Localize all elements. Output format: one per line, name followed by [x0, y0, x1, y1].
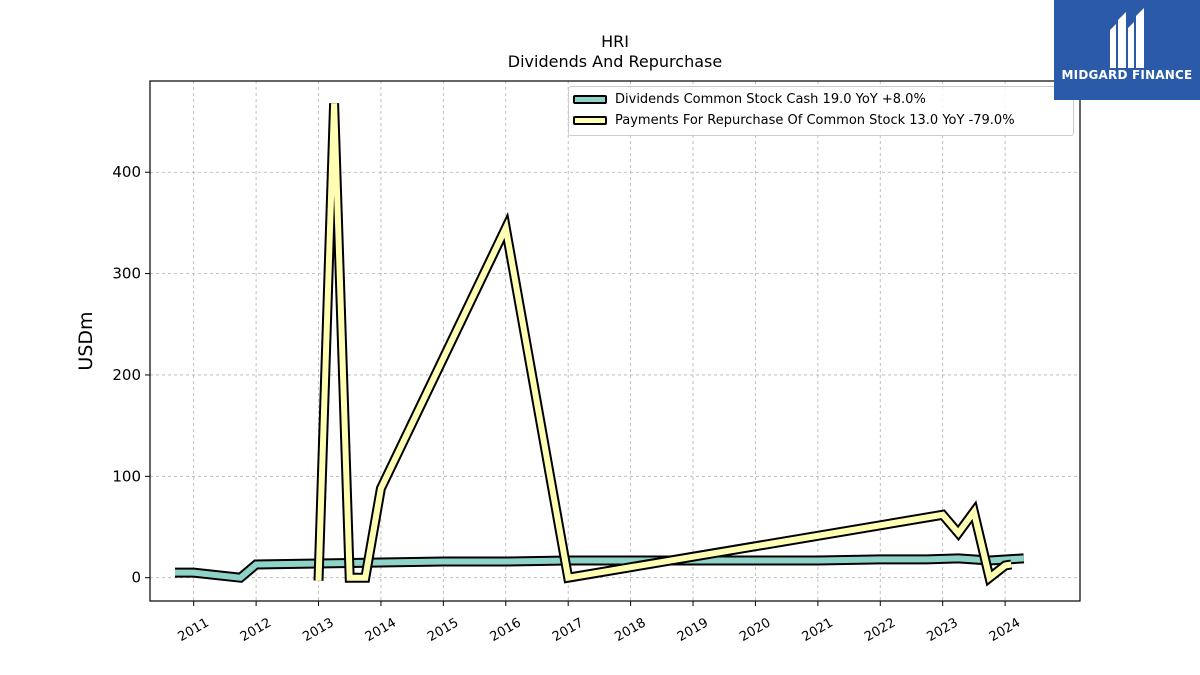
- legend-entry-dividends: Dividends Common Stock Cash 19.0 YoY +8.…: [573, 90, 926, 110]
- y-tick-label: 100: [112, 467, 141, 485]
- midgard-finance-logo: MIDGARD FINANCE: [1054, 0, 1200, 100]
- legend-swatch-dividends: [573, 95, 607, 104]
- series-lines: [175, 103, 1025, 587]
- legend-label-dividends: Dividends Common Stock Cash 19.0 YoY +8.…: [615, 92, 926, 107]
- legend-entry-repurchase: Payments For Repurchase Of Common Stock …: [573, 111, 1015, 131]
- legend-swatch-repurchase: [573, 116, 607, 125]
- midgard-logo-mark-icon: [1110, 8, 1144, 68]
- chart-legend: Dividends Common Stock Cash 19.0 YoY +8.…: [568, 86, 1074, 136]
- x-tick-label: 2022: [862, 615, 898, 645]
- legend-label-repurchase: Payments For Repurchase Of Common Stock …: [615, 113, 1015, 128]
- y-tick-label: 400: [112, 163, 141, 181]
- plot-area-frame: [149, 80, 1081, 602]
- x-tick-label: 2018: [612, 615, 648, 645]
- logo-text: MIDGARD FINANCE: [1061, 68, 1193, 82]
- x-tick-label: 2014: [363, 615, 399, 645]
- chart-title: HRI: [601, 32, 629, 51]
- x-tick-label: 2020: [737, 615, 773, 645]
- chart-subtitle: Dividends And Repurchase: [507, 52, 723, 71]
- series-fill-line: [175, 555, 1024, 581]
- x-tick-label: 2011: [176, 615, 212, 645]
- series-line-0: [175, 553, 1025, 583]
- series-fill-line: [315, 103, 1012, 583]
- y-tick-label: 200: [112, 366, 141, 384]
- x-tick-label: 2016: [488, 615, 524, 645]
- x-tick-label: 2021: [800, 615, 836, 645]
- x-tick-label: 2023: [925, 615, 961, 645]
- x-axis: 2011 2012 2013 2014 2015 2016 2017 2018 2019 2020…: [176, 601, 1023, 645]
- y-tick-label: 300: [112, 265, 141, 283]
- x-tick-label: 2019: [675, 615, 711, 645]
- x-tick-label: 2015: [425, 615, 461, 645]
- y-axis-label: USDm: [75, 311, 97, 370]
- x-tick-label: 2013: [300, 615, 336, 645]
- series-outline: [313, 103, 1013, 587]
- x-tick-label: 2012: [238, 615, 274, 645]
- x-tick-label: 2017: [550, 615, 586, 645]
- grid-lines: [150, 81, 1080, 601]
- series-line-1: [313, 103, 1013, 587]
- y-axis: 0 100 200 300 400: [112, 163, 150, 587]
- x-tick-label: 2024: [987, 615, 1023, 645]
- y-tick-label: 0: [131, 569, 141, 587]
